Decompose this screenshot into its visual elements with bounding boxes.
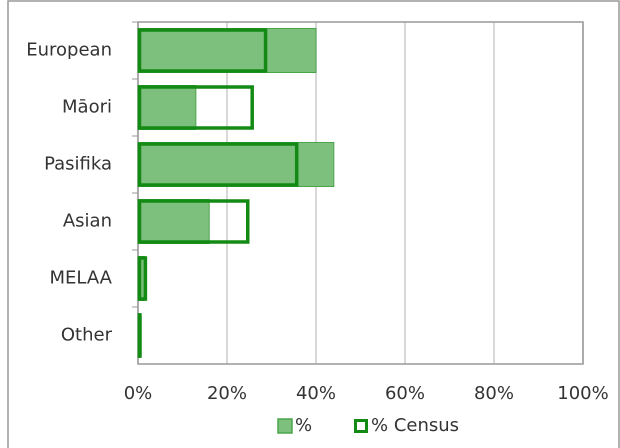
x-tick-label: 60% — [385, 383, 425, 404]
bar — [137, 85, 197, 130]
bar — [137, 28, 317, 73]
x-tick-label: 80% — [474, 383, 514, 404]
census-bar — [137, 85, 254, 130]
x-tick-label: 20% — [207, 383, 247, 404]
census-bar — [137, 199, 250, 244]
x-tick-label: 100% — [557, 383, 608, 404]
y-tick-label: Other — [61, 325, 113, 346]
legend-swatch — [354, 419, 368, 433]
census-bar — [137, 256, 148, 301]
census-bar — [137, 142, 299, 187]
census-bar — [137, 28, 268, 73]
x-tick-label: 0% — [124, 383, 153, 404]
y-tick-label: Māori — [62, 97, 112, 118]
bar — [137, 142, 335, 187]
legend-label: % — [295, 415, 312, 436]
y-tick-label: European — [26, 40, 112, 61]
y-tick-label: Asian — [63, 211, 112, 232]
census-bar — [137, 313, 142, 358]
legend-label: % Census — [371, 415, 459, 436]
chart-frame — [7, 0, 620, 448]
y-tick-label: Pasifika — [44, 154, 112, 175]
y-tick-label: MELAA — [50, 268, 113, 289]
legend-swatch — [277, 418, 293, 434]
x-tick-label: 40% — [296, 383, 336, 404]
bar — [137, 199, 210, 244]
